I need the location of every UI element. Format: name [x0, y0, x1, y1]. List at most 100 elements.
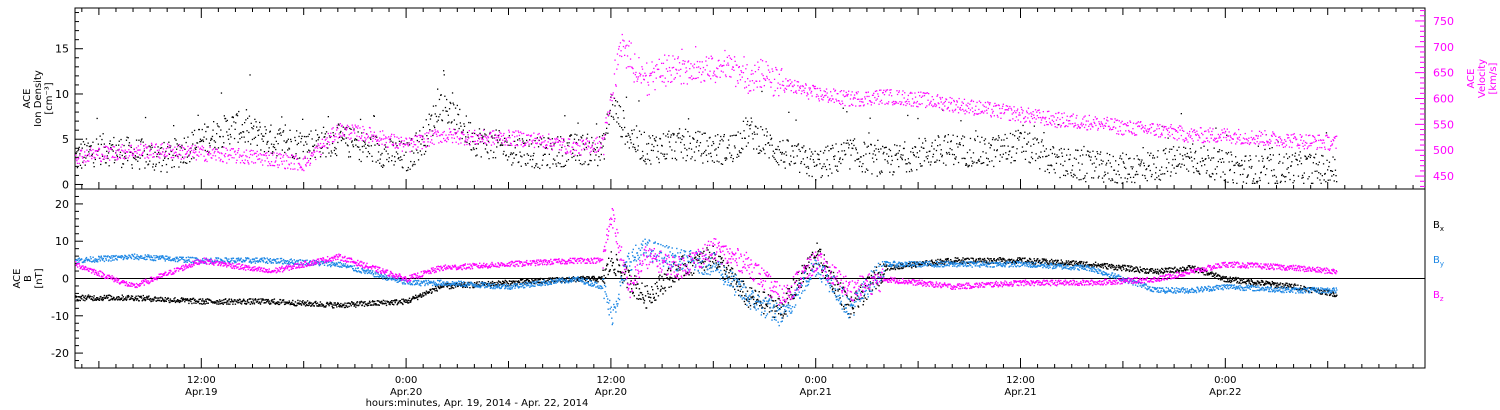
- velocity-point: [1083, 116, 1085, 118]
- density-point: [618, 104, 620, 107]
- velocity-point: [174, 146, 176, 148]
- density-point: [904, 159, 906, 161]
- density-point: [437, 119, 439, 121]
- density-point: [788, 111, 790, 113]
- density-point: [183, 137, 185, 139]
- density-point: [423, 153, 426, 155]
- density-point: [1242, 173, 1244, 175]
- density-point: [330, 155, 332, 157]
- velocity-point: [547, 141, 549, 143]
- b-point: [343, 306, 346, 309]
- density-point: [540, 138, 543, 140]
- velocity-point: [1100, 125, 1102, 128]
- velocity-point: [964, 113, 966, 115]
- velocity-point: [773, 78, 776, 80]
- velocity-point: [302, 158, 304, 160]
- density-point: [1167, 137, 1169, 139]
- density-point: [1287, 157, 1289, 160]
- density-point: [289, 129, 291, 131]
- velocity-point: [593, 140, 595, 142]
- b-point: [347, 302, 350, 304]
- b-point: [205, 298, 207, 301]
- velocity-point: [88, 153, 90, 155]
- velocity-point: [119, 153, 121, 156]
- b-point: [279, 299, 282, 301]
- velocity-point: [370, 131, 372, 133]
- b-point: [324, 306, 327, 308]
- velocity-point: [267, 161, 270, 163]
- b-point: [299, 300, 301, 302]
- density-point: [137, 156, 139, 158]
- velocity-point: [1242, 137, 1245, 139]
- density-point: [607, 132, 609, 134]
- density-point: [647, 142, 650, 145]
- velocity-point: [1054, 123, 1056, 125]
- velocity-point: [392, 144, 394, 146]
- velocity-point: [269, 163, 271, 165]
- density-point: [626, 135, 628, 137]
- velocity-point: [595, 137, 597, 140]
- density-point: [334, 146, 336, 149]
- density-point: [808, 175, 810, 177]
- velocity-point: [738, 66, 740, 69]
- density-point: [797, 144, 799, 146]
- velocity-point: [785, 88, 788, 90]
- density-point: [334, 153, 337, 155]
- velocity-point: [1327, 148, 1329, 150]
- velocity-point: [1195, 134, 1197, 136]
- b-point: [218, 299, 221, 301]
- velocity-point: [757, 68, 760, 71]
- density-point: [498, 130, 500, 132]
- velocity-point: [885, 91, 887, 93]
- velocity-point: [1247, 142, 1249, 144]
- density-point: [1324, 172, 1326, 175]
- density-point: [1232, 179, 1234, 181]
- density-point: [954, 157, 956, 160]
- velocity-point: [543, 147, 546, 149]
- velocity-point: [134, 156, 136, 158]
- velocity-point: [856, 98, 859, 100]
- density-point: [1170, 171, 1172, 173]
- density-point: [707, 145, 709, 147]
- velocity-point: [346, 128, 348, 130]
- velocity-point: [450, 131, 452, 133]
- velocity-point: [778, 95, 780, 97]
- velocity-point: [1103, 127, 1105, 129]
- density-point: [159, 153, 161, 155]
- velocity-point: [499, 138, 501, 140]
- velocity-point: [1203, 140, 1205, 142]
- density-point: [1030, 156, 1033, 158]
- velocity-point: [1149, 124, 1151, 126]
- velocity-point: [1169, 135, 1171, 137]
- velocity-point: [516, 135, 518, 137]
- density-point: [399, 159, 401, 161]
- velocity-point: [1175, 130, 1177, 132]
- b-point: [126, 298, 128, 300]
- density-point: [267, 150, 270, 153]
- density-point: [191, 131, 193, 134]
- density-point: [169, 146, 171, 149]
- velocity-point: [502, 139, 504, 141]
- density-point: [752, 138, 754, 140]
- density-point: [627, 132, 629, 135]
- density-point: [988, 142, 990, 144]
- density-point: [759, 149, 761, 151]
- density-point: [753, 148, 755, 150]
- density-point: [79, 164, 82, 166]
- density-point: [1178, 146, 1180, 148]
- b-point: [174, 297, 176, 299]
- velocity-point: [1303, 140, 1305, 142]
- velocity-point: [875, 99, 877, 101]
- velocity-point: [1218, 137, 1220, 139]
- density-point: [715, 148, 717, 150]
- density-point: [825, 146, 827, 148]
- density-point: [1258, 177, 1261, 179]
- velocity-point: [1306, 147, 1308, 150]
- density-point: [873, 161, 875, 163]
- density-point: [922, 142, 924, 144]
- velocity-point: [618, 48, 620, 50]
- b-point: [165, 300, 167, 302]
- velocity-point: [704, 80, 706, 82]
- density-point: [1145, 168, 1147, 171]
- velocity-point: [696, 60, 699, 63]
